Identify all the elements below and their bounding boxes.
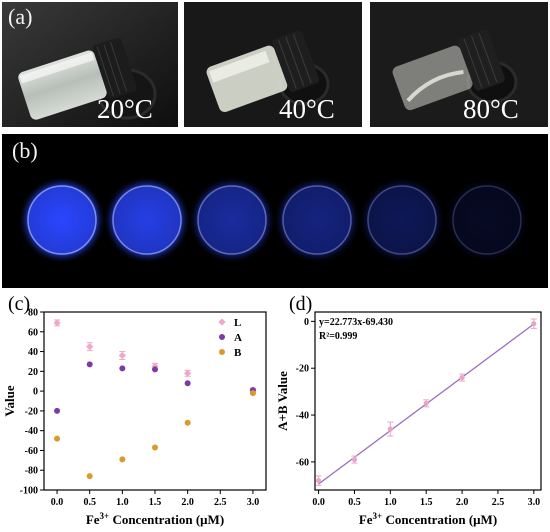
disc-glow-2 bbox=[103, 176, 191, 264]
y-tick-label: 20 bbox=[28, 367, 38, 378]
plot-frame bbox=[43, 311, 267, 491]
y-tick-label: -20 bbox=[25, 406, 38, 417]
y-tick-label: 60 bbox=[28, 327, 38, 338]
x-axis-label: Fe3+ Concentration (μM) bbox=[359, 511, 497, 527]
legend-marker-L bbox=[218, 318, 226, 326]
panel-d-label: (d) bbox=[289, 293, 312, 315]
panel-b-label: (b) bbox=[12, 138, 38, 163]
vial-translucent-photo bbox=[184, 2, 362, 127]
fluorescence-discs bbox=[18, 176, 531, 264]
legend-label-L: L bbox=[234, 317, 241, 329]
x-axis-label: Fe3+ Concentration (μM) bbox=[86, 511, 224, 527]
x-tick-label: 0.5 bbox=[83, 497, 96, 508]
point-A bbox=[152, 366, 158, 373]
data-point bbox=[531, 321, 537, 327]
point-A bbox=[54, 407, 61, 414]
disc-glow-1 bbox=[18, 176, 106, 264]
y-tick-label: 80 bbox=[28, 308, 38, 319]
point-L bbox=[118, 351, 126, 360]
x-tick-label: 1.5 bbox=[420, 497, 433, 508]
disc-rim-1 bbox=[27, 185, 97, 255]
temperature-label-40: 40°C bbox=[279, 94, 335, 124]
y-tick-label: -20 bbox=[296, 364, 309, 375]
disc-glow-3 bbox=[188, 176, 276, 264]
fit-r-squared: R²=0.999 bbox=[319, 331, 357, 342]
y-tick-label: -60 bbox=[25, 446, 38, 457]
legend-marker-B bbox=[219, 349, 225, 355]
x-tick-label: 1.0 bbox=[116, 497, 129, 508]
chart-d-linear-fit: (d) 0.0 0.5 1.0 1.5 2.0 2.5 3.0 0 -20 -40 -60 A+B Va… bbox=[275, 293, 542, 527]
disc-glow-4 bbox=[273, 176, 361, 264]
data-point bbox=[387, 426, 393, 432]
x-tick-label: 0.0 bbox=[51, 497, 64, 508]
point-A bbox=[119, 365, 126, 372]
legend-label-A: A bbox=[234, 332, 242, 344]
y-tick-label: 0 bbox=[33, 387, 38, 398]
point-L bbox=[86, 343, 94, 351]
y-tick-label: -80 bbox=[25, 466, 38, 477]
y-tick-label: 0 bbox=[304, 317, 309, 328]
y-tick-label: -100 bbox=[20, 486, 38, 497]
x-tick-label: 3.0 bbox=[247, 497, 260, 508]
disc-rim-4 bbox=[282, 185, 352, 255]
panel-a-label: (a) bbox=[8, 4, 33, 29]
plot-frame bbox=[314, 311, 542, 491]
x-tick-label: 1.5 bbox=[149, 497, 162, 508]
photo-vial-40c: 40°C bbox=[184, 2, 362, 127]
disc-rim-3 bbox=[197, 185, 267, 255]
photo-fluorescence-discs: (b) bbox=[2, 134, 548, 288]
point-B bbox=[86, 473, 93, 480]
point-B bbox=[184, 419, 191, 426]
disc-glow-6 bbox=[443, 176, 531, 264]
disc-glow-5 bbox=[358, 176, 446, 264]
panel-c-label: (c) bbox=[8, 293, 30, 315]
point-B bbox=[152, 444, 158, 451]
temperature-label-80: 80°C bbox=[463, 94, 519, 124]
fit-equation: y=22.773x-69.430 bbox=[319, 317, 393, 328]
vial-clear-photo bbox=[370, 2, 548, 127]
y-tick-label: -40 bbox=[296, 411, 309, 422]
point-A bbox=[86, 361, 93, 368]
x-tick-label: 1.0 bbox=[384, 497, 397, 508]
disc-rim-2 bbox=[112, 185, 182, 255]
disc-rim-5 bbox=[367, 185, 437, 255]
point-B bbox=[249, 390, 256, 397]
data-point bbox=[459, 374, 465, 381]
y-axis-label: A+B Value bbox=[275, 371, 290, 431]
legend-marker-A bbox=[219, 334, 225, 340]
data-point bbox=[423, 400, 429, 406]
data-point bbox=[315, 478, 322, 484]
x-tick-label: 2.0 bbox=[181, 497, 194, 508]
photo-vial-20c: (a) 20°C bbox=[2, 2, 178, 127]
y-tick-label: -60 bbox=[296, 457, 309, 468]
y-tick-label: -40 bbox=[25, 426, 38, 437]
data-point bbox=[351, 456, 358, 463]
photo-vial-80c: 80°C bbox=[370, 2, 548, 127]
point-L bbox=[53, 319, 61, 327]
disc-rim-6 bbox=[452, 185, 522, 255]
x-tick-label: 2.0 bbox=[456, 497, 469, 508]
x-tick-label: 2.5 bbox=[214, 497, 227, 508]
temperature-label-20: 20°C bbox=[97, 94, 153, 124]
point-B bbox=[119, 456, 126, 463]
x-tick-label: 3.0 bbox=[528, 497, 541, 508]
y-axis-label: Value bbox=[2, 385, 17, 417]
x-tick-label: 2.5 bbox=[492, 497, 505, 508]
x-tick-label: 0.5 bbox=[348, 497, 361, 508]
legend-label-B: B bbox=[234, 347, 242, 359]
point-B bbox=[54, 435, 61, 442]
chart-c-scatter: (c) 0.0 0.5 1.0 1.5 2.0 2.5 3.0 -100 -80 -60 -40 -20… bbox=[2, 293, 267, 527]
y-tick-label: 40 bbox=[28, 347, 38, 358]
vial-gel-photo bbox=[2, 2, 178, 127]
point-A bbox=[184, 380, 191, 387]
x-tick-label: 0.0 bbox=[312, 497, 325, 508]
